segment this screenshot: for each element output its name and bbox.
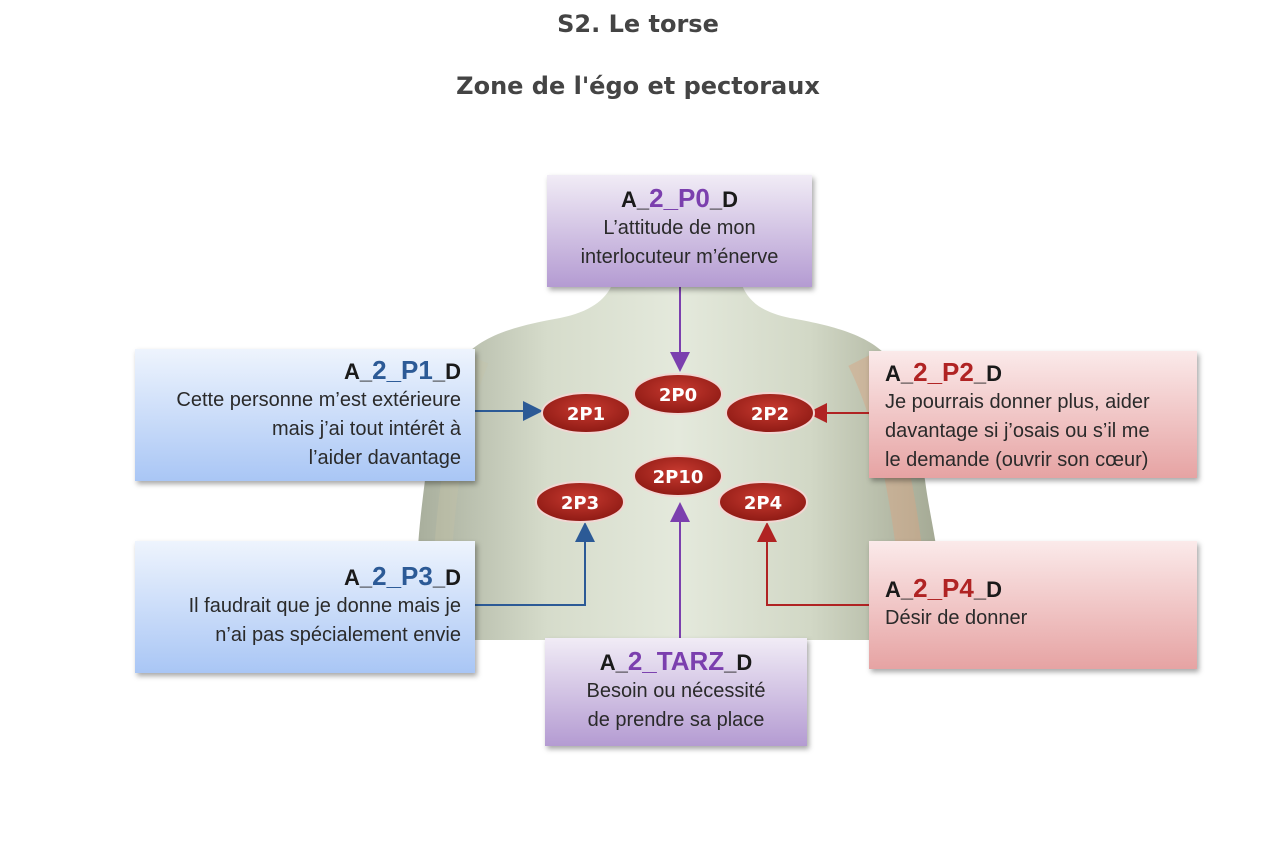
point-label: 2P2 <box>751 404 789 425</box>
label-box-p1: A_2_P1_D Cette personne m’est extérieure… <box>135 349 475 481</box>
point-2p0: 2P0 <box>633 373 723 415</box>
box-code: A_2_P4_D <box>885 573 1002 603</box>
label-box-p3: A_2_P3_D Il faudrait que je donne mais j… <box>135 541 475 673</box>
point-label: 2P10 <box>653 467 704 488</box>
point-label: 2P0 <box>659 385 697 406</box>
point-label: 2P4 <box>744 493 782 514</box>
point-label: 2P1 <box>567 404 605 425</box>
label-box-p4: A_2_P4_D Désir de donner <box>869 541 1197 669</box>
point-2p10: 2P10 <box>633 455 723 497</box>
label-box-p2: A_2_P2_D Je pourrais donner plus, aider … <box>869 351 1197 478</box>
box-code: A_2_P2_D <box>885 357 1002 387</box>
page-subtitle: Zone de l'égo et pectoraux <box>456 72 820 100</box>
point-2p2: 2P2 <box>725 392 815 434</box>
box-code: A_2_TARZ_D <box>599 646 753 676</box>
box-line: mais j’ai tout intérêt à <box>272 418 461 440</box>
box-code: A_2_P1_D <box>344 355 461 385</box>
box-line: Besoin ou nécessité <box>586 680 766 702</box>
box-line: Cette personne m’est extérieure <box>176 389 461 411</box>
box-line: Je pourrais donner plus, aider <box>885 391 1150 413</box>
point-2p3: 2P3 <box>535 481 625 523</box>
box-code: A_2_P0_D <box>621 183 738 213</box>
box-line: interlocuteur m’énerve <box>580 246 779 268</box>
box-line: L’attitude de mon <box>603 217 756 239</box>
label-box-tarz: A_2_TARZ_D Besoin ou nécessité de prendr… <box>545 638 807 746</box>
box-line: n’ai pas spécialement envie <box>215 624 461 646</box>
box-line: le demande (ouvrir son cœur) <box>885 449 1149 471</box>
point-2p4: 2P4 <box>718 481 808 523</box>
box-line: Il faudrait que je donne mais je <box>188 595 461 617</box>
point-label: 2P3 <box>561 493 599 514</box>
box-code: A_2_P3_D <box>344 561 461 591</box>
box-line: l’aider davantage <box>308 447 461 469</box>
page-title: S2. Le torse <box>557 10 719 38</box>
box-line: de prendre sa place <box>587 709 765 731</box>
box-line: davantage si j’osais ou s’il me <box>885 420 1150 442</box>
point-2p1: 2P1 <box>541 392 631 434</box>
label-box-p0: A_2_P0_D L’attitude de mon interlocuteur… <box>547 175 812 287</box>
box-line: Désir de donner <box>885 607 1028 629</box>
